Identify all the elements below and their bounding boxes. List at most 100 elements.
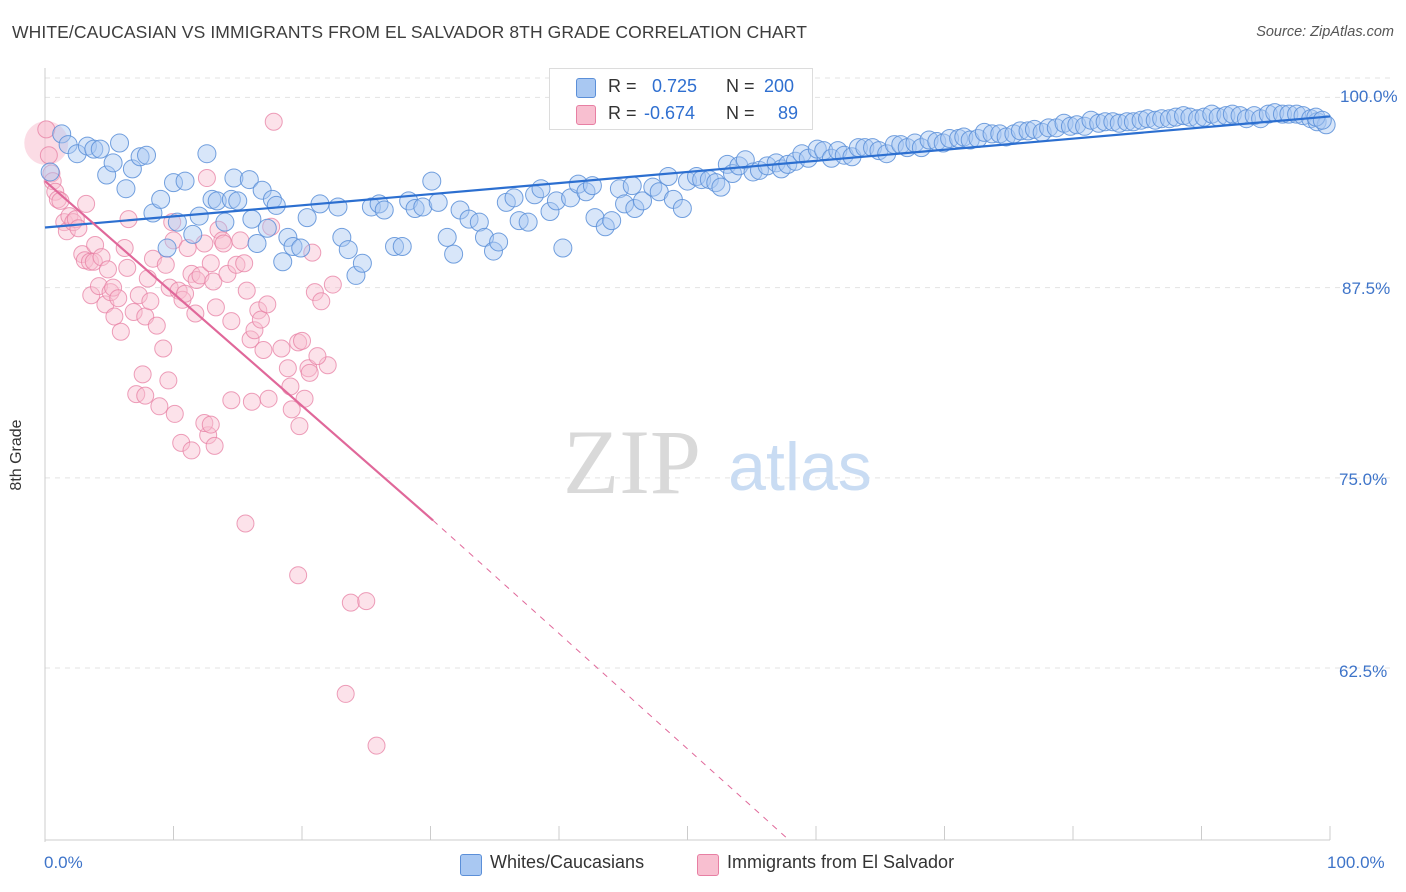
data-point-whites: [1095, 112, 1115, 132]
data-point-whites: [1194, 107, 1214, 127]
data-point-whites: [735, 150, 755, 170]
data-point-el-salvador: [237, 281, 256, 300]
data-point-whites: [257, 218, 277, 238]
data-point-whites: [1103, 112, 1123, 132]
data-point-whites: [1089, 113, 1109, 133]
data-point-whites: [1109, 113, 1129, 133]
data-point-el-salvador: [39, 146, 58, 165]
data-point-whites: [137, 145, 157, 165]
data-point-el-salvador: [172, 433, 191, 452]
data-point-el-salvador: [214, 234, 233, 253]
data-point-el-salvador: [204, 272, 223, 291]
data-point-whites: [422, 171, 442, 191]
data-point-el-salvador: [209, 220, 228, 239]
data-point-whites: [239, 170, 259, 190]
legend-swatch-whites: [576, 78, 596, 98]
data-point-whites: [518, 212, 538, 232]
data-point-whites: [504, 188, 524, 208]
data-point-el-salvador: [303, 243, 322, 262]
data-point-whites: [1312, 110, 1332, 130]
data-point-el-salvador: [42, 164, 61, 183]
data-point-whites: [489, 232, 509, 252]
data-point-whites: [1123, 112, 1143, 132]
data-point-whites: [266, 195, 286, 215]
data-point-el-salvador: [136, 386, 155, 405]
data-point-el-salvador: [150, 397, 169, 416]
legend-swatch-el-salvador: [576, 105, 596, 125]
data-point-whites: [189, 206, 209, 226]
data-point-whites: [982, 124, 1002, 144]
data-point-el-salvador: [367, 736, 386, 755]
data-point-whites: [1060, 116, 1080, 136]
data-point-el-salvador: [195, 414, 214, 433]
watermark-zip: ZIP: [563, 411, 701, 513]
data-point-whites: [116, 179, 136, 199]
data-point-whites: [1010, 121, 1030, 141]
data-point-el-salvador: [159, 371, 178, 390]
data-point-whites: [291, 238, 311, 258]
data-point-whites: [437, 227, 457, 247]
data-point-whites: [197, 144, 217, 164]
data-point-el-salvador: [251, 310, 270, 329]
data-point-el-salvador: [201, 415, 220, 434]
data-point-el-salvador: [312, 292, 331, 311]
y-axis-label: 8th Grade: [8, 419, 25, 491]
source-label: Source: ZipAtlas.com: [1256, 24, 1394, 40]
data-point-whites: [711, 177, 731, 197]
data-point-whites: [338, 240, 358, 260]
data-point-whites: [167, 212, 187, 232]
data-point-el-salvador: [138, 269, 157, 288]
data-point-whites: [633, 191, 653, 211]
data-point-el-salvador: [147, 316, 166, 335]
r-label: R =: [608, 103, 637, 123]
data-point-el-salvador: [245, 321, 264, 340]
data-point-whites: [546, 191, 566, 211]
series-el-salvador-points: [24, 112, 386, 755]
data-point-el-salvador: [111, 322, 130, 341]
data-point-el-salvador: [154, 339, 173, 358]
data-point-whites: [1024, 119, 1044, 139]
data-point-whites: [1039, 118, 1059, 138]
y-tick-label: 75.0%: [1339, 470, 1388, 489]
data-point-el-salvador: [124, 302, 143, 321]
watermark: ZIP atlas: [563, 411, 872, 513]
data-point-el-salvador: [199, 426, 218, 445]
trendline-el-salvador: [44, 180, 434, 522]
data-point-el-salvador: [213, 231, 232, 250]
x-tick-label-max: 100.0%: [1327, 853, 1385, 872]
data-point-whites: [90, 139, 110, 159]
data-point-whites: [609, 179, 629, 199]
data-point-whites: [352, 253, 372, 273]
data-point-whites: [469, 212, 489, 232]
data-point-el-salvador: [254, 341, 273, 359]
x-tick-label-min: 0.0%: [44, 853, 83, 872]
data-point-whites: [40, 162, 60, 182]
data-point-el-salvador: [282, 400, 301, 419]
data-point-whites: [224, 168, 244, 188]
data-point-whites: [97, 165, 117, 185]
data-point-el-salvador: [241, 330, 260, 349]
data-point-el-salvador: [141, 292, 160, 311]
data-point-el-salvador: [127, 385, 146, 404]
data-point-el-salvador: [129, 286, 148, 305]
data-point-el-salvador: [308, 347, 327, 366]
data-point-el-salvador: [231, 231, 250, 250]
data-point-el-salvador: [236, 514, 255, 533]
data-point-el-salvador: [305, 283, 324, 302]
data-point-el-salvador: [227, 255, 246, 274]
data-point-whites: [151, 189, 171, 209]
data-point-el-salvador: [69, 219, 88, 238]
data-point-el-salvador: [182, 441, 201, 460]
data-point-whites: [52, 124, 72, 144]
data-point-el-salvador: [98, 260, 117, 279]
data-point-whites: [459, 209, 479, 229]
legend-label-whites: Whites/Caucasians: [490, 852, 645, 872]
data-point-whites: [183, 224, 203, 244]
trendline-whites: [44, 115, 1331, 229]
y-tick-label: 87.5%: [1342, 279, 1391, 298]
r-value: 0.725: [652, 76, 698, 96]
data-point-whites: [405, 198, 425, 218]
data-point-whites: [103, 153, 123, 173]
data-point-whites: [1145, 110, 1165, 130]
